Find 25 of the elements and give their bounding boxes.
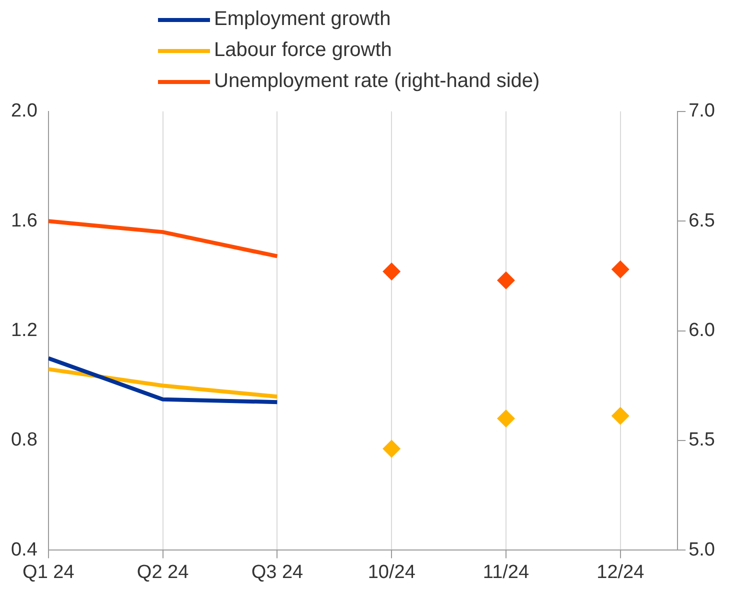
legend-label: Labour force growth [214, 39, 392, 62]
point [382, 440, 401, 458]
y2-tick-label: 5.5 [688, 430, 716, 451]
y2-tick-label: 6.0 [688, 320, 716, 342]
y2-tick-label: 6.5 [688, 210, 716, 232]
x-tick-label: Q3 24 [251, 562, 304, 583]
point [496, 271, 515, 290]
y2-tick-label: 5.0 [688, 539, 716, 560]
y-tick-label: 1.2 [10, 320, 38, 342]
x-tick-label: Q1 24 [22, 562, 75, 583]
y-tick-label: 0.8 [10, 430, 38, 451]
y-tick-label: 1.6 [10, 210, 38, 232]
legend-label: Employment growth [214, 8, 391, 31]
point [496, 410, 515, 428]
legend-label: Unemployment rate (right-hand side) [214, 70, 540, 93]
point [382, 262, 401, 281]
x-tick-label: 10/24 [368, 562, 416, 583]
point [611, 406, 630, 425]
y2-tick-label: 7.0 [688, 100, 716, 122]
y-tick-label: 2.0 [10, 100, 38, 122]
x-tick-label: 11/24 [482, 562, 530, 583]
y-tick-label: 0.4 [10, 539, 38, 560]
x-tick-label: 12/24 [596, 562, 645, 583]
x-tick-label: Q2 24 [136, 562, 190, 583]
point [611, 260, 630, 278]
